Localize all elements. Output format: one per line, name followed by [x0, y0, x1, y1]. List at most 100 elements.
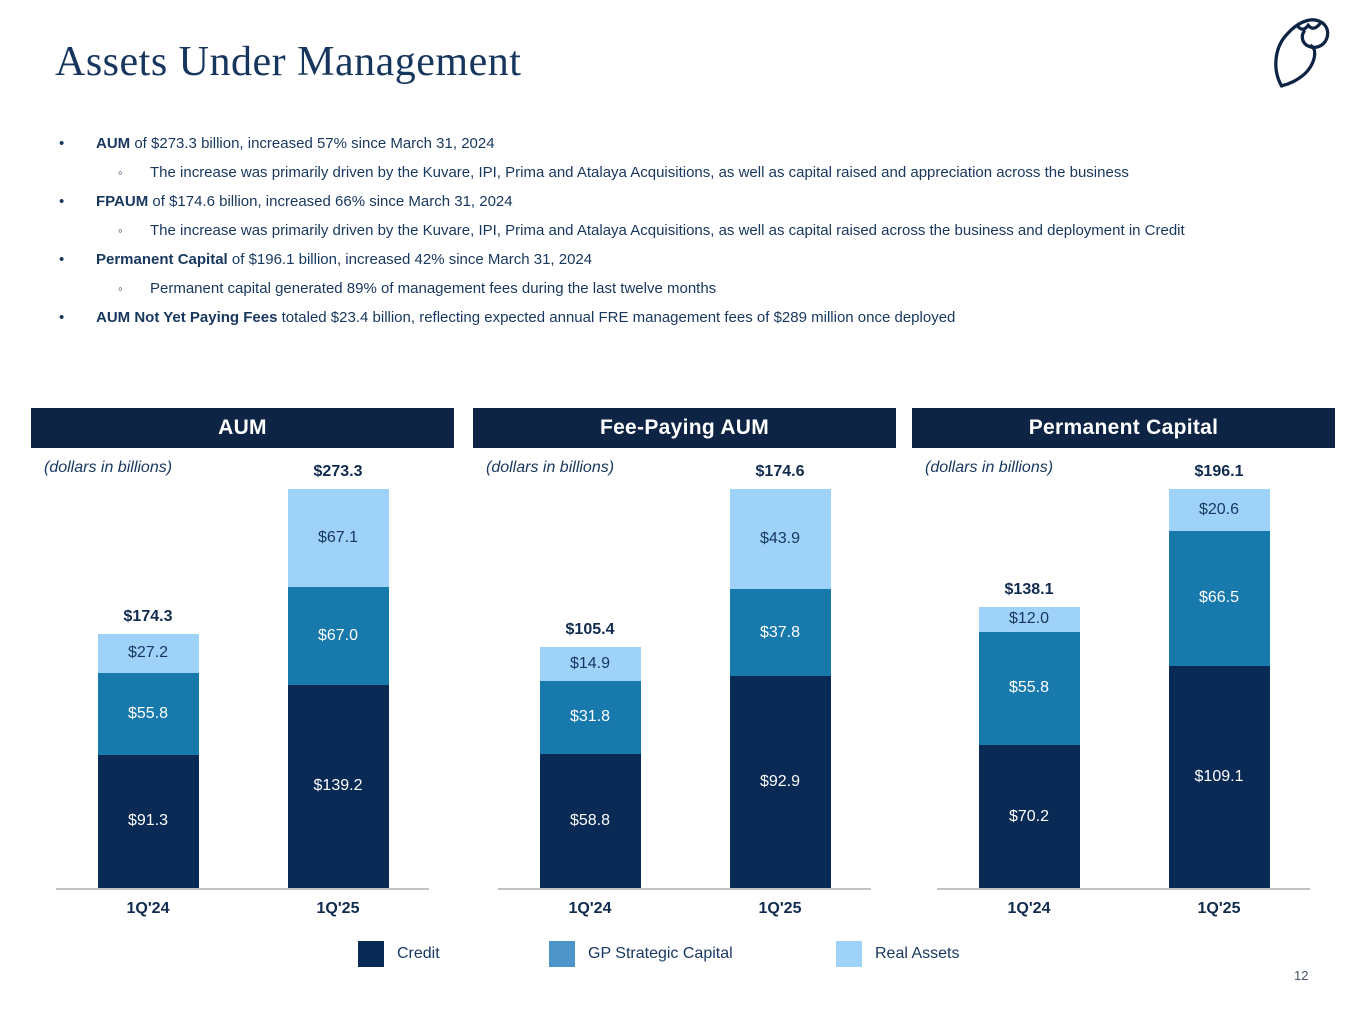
bar-segment-value: $66.5	[1198, 589, 1240, 607]
bar-segment-real-assets: $43.9	[729, 489, 831, 590]
bar-segment-value: $67.1	[317, 528, 359, 546]
bullet-list: • AUM of $273.3 billion, increased 57% s…	[55, 132, 1317, 335]
bullet-marker: •	[59, 309, 65, 326]
legend-item-credit: Credit	[358, 941, 440, 967]
bullet-marker: •	[59, 193, 65, 210]
bar-segment-value: $55.8	[127, 704, 169, 722]
bullet-marker: •	[59, 135, 65, 152]
x-axis-label: 1Q'25	[316, 900, 360, 917]
owl-logo-icon	[1274, 18, 1330, 88]
bar-segment-value: $91.3	[127, 812, 169, 830]
bar-segment-credit: $109.1	[1168, 666, 1270, 888]
bar-segment-value: $31.8	[569, 708, 611, 726]
bullet-text: of $196.1 billion, increased 42% since M…	[227, 251, 593, 268]
bar-segment-real-assets: $14.9	[539, 646, 641, 681]
legend-label: Credit	[397, 945, 440, 962]
bar-segment-value: $92.9	[759, 772, 801, 790]
plot-area: (dollars in billions) $70.2 $55.8 $12.0 $13…	[912, 448, 1335, 948]
bar-segment-credit: $91.3	[97, 754, 199, 888]
x-axis	[498, 888, 871, 890]
real-assets-swatch-icon	[836, 941, 862, 967]
bar-segment-value: $37.8	[759, 623, 801, 641]
page-number: 12	[1294, 968, 1309, 983]
bar-segment-value: $55.8	[1008, 679, 1050, 697]
legend-item-real-assets: Real Assets	[836, 941, 959, 967]
chart-title-bar: AUM	[31, 408, 454, 448]
plot-area: (dollars in billions) $91.3 $55.8 $27.2 $17…	[31, 448, 454, 948]
chart-panel-fee-paying-aum: Fee-Paying AUM (dollars in billions) $58…	[473, 408, 896, 983]
units-note: (dollars in billions)	[44, 459, 173, 476]
chart-title: Permanent Capital	[1028, 416, 1219, 439]
bar-segment-gp-strategic-capital: $31.8	[539, 680, 641, 754]
bar-segment-value: $109.1	[1194, 768, 1244, 785]
bar-segment-credit: $70.2	[978, 745, 1080, 888]
bar-segment-real-assets: $67.1	[287, 489, 389, 587]
gp-strategic-capital-swatch-icon	[549, 941, 575, 967]
bullet-lead: AUM Not Yet Paying Fees	[96, 309, 278, 326]
bullet-subitem: ◦ The increase was primarily driven by t…	[55, 219, 1317, 242]
credit-swatch-icon	[358, 941, 384, 967]
bullet-item: • FPAUM of $174.6 billion, increased 66%…	[55, 190, 1317, 213]
chart-title-bar: Permanent Capital	[912, 408, 1335, 448]
bullet-text: Permanent capital generated 89% of manag…	[150, 280, 717, 297]
bar-segment-gp-strategic-capital: $55.8	[978, 631, 1080, 746]
bullet-subitem: ◦ The increase was primarily driven by t…	[55, 161, 1317, 184]
chart-title: AUM	[218, 416, 267, 439]
bar-segment-value: $67.0	[317, 626, 359, 644]
bar-segment-value: $43.9	[759, 530, 801, 548]
x-axis-label: 1Q'25	[758, 900, 802, 917]
units-note: (dollars in billions)	[486, 459, 615, 476]
bar-segment-gp-strategic-capital: $66.5	[1168, 530, 1270, 666]
chart-title-bar: Fee-Paying AUM	[473, 408, 896, 448]
bar-segment-value: $27.2	[127, 644, 169, 662]
bullet-lead: AUM	[96, 135, 131, 152]
bar-segment-credit: $58.8	[539, 753, 641, 888]
legend-label: Real Assets	[875, 945, 960, 962]
bar-segment-value: $14.9	[569, 654, 611, 672]
chart-panel-aum: AUM (dollars in billions) $91.3 $55.8 $27.…	[31, 408, 454, 983]
x-axis	[56, 888, 429, 890]
x-axis-label: 1Q'24	[126, 900, 170, 917]
bar-segment-gp-strategic-capital: $55.8	[97, 673, 199, 755]
bar-segment-gp-strategic-capital: $37.8	[729, 589, 831, 676]
bullet-text: totaled $23.4 billion, reflecting expect…	[277, 309, 956, 326]
bullet-item: • AUM of $273.3 billion, increased 57% s…	[55, 132, 1317, 155]
x-axis-label: 1Q'24	[1007, 900, 1051, 917]
bar-total-label: $174.6	[755, 463, 805, 480]
bullet-text: The increase was primarily driven by the…	[150, 222, 1185, 239]
bar-segment-real-assets: $27.2	[97, 633, 199, 674]
bar-segment-real-assets: $12.0	[978, 607, 1080, 632]
bar-total-label: $105.4	[565, 620, 615, 638]
bar-segment-value: $58.8	[569, 811, 611, 829]
bar-total-label: $196.1	[1194, 462, 1244, 480]
bullet-marker: •	[59, 251, 65, 268]
units-note: (dollars in billions)	[925, 459, 1054, 476]
bullet-subitem: ◦ Permanent capital generated 89% of man…	[55, 277, 1317, 300]
x-axis-label: 1Q'24	[568, 900, 612, 917]
bullet-text: The increase was primarily driven by the…	[150, 164, 1129, 181]
bar-total-label: $174.3	[123, 607, 173, 625]
bar-segment-gp-strategic-capital: $67.0	[287, 586, 389, 685]
chart-title: Fee-Paying AUM	[599, 416, 770, 439]
plot-area: (dollars in billions) $58.8 $31.8 $14.9 $10…	[473, 448, 896, 948]
bar-total-label: $138.1	[1004, 581, 1054, 599]
bar-segment-value: $20.6	[1198, 500, 1240, 518]
bullet-text: of $174.6 billion, increased 66% since M…	[148, 193, 513, 210]
bullet-lead: FPAUM	[96, 193, 149, 210]
bar-segment-value: $12.0	[1008, 610, 1050, 628]
legend-label: GP Strategic Capital	[588, 945, 733, 962]
bullet-item: • AUM Not Yet Paying Fees totaled $23.4 …	[55, 306, 1317, 329]
bullet-marker: ◦	[118, 165, 123, 180]
bar-segment-real-assets: $20.6	[1168, 488, 1270, 531]
bar-segment-value: $70.2	[1008, 807, 1050, 825]
page-title: Assets Under Management	[55, 39, 522, 85]
bar-segment-credit: $139.2	[287, 684, 389, 888]
bar-segment-credit: $92.9	[729, 675, 831, 888]
bullet-marker: ◦	[118, 223, 123, 238]
bar-total-label: $273.3	[313, 463, 363, 480]
bullet-item: • Permanent Capital of $196.1 billion, i…	[55, 248, 1317, 271]
bullet-text: of $273.3 billion, increased 57% since M…	[130, 135, 495, 152]
bullet-marker: ◦	[118, 281, 123, 296]
x-axis	[937, 888, 1310, 890]
